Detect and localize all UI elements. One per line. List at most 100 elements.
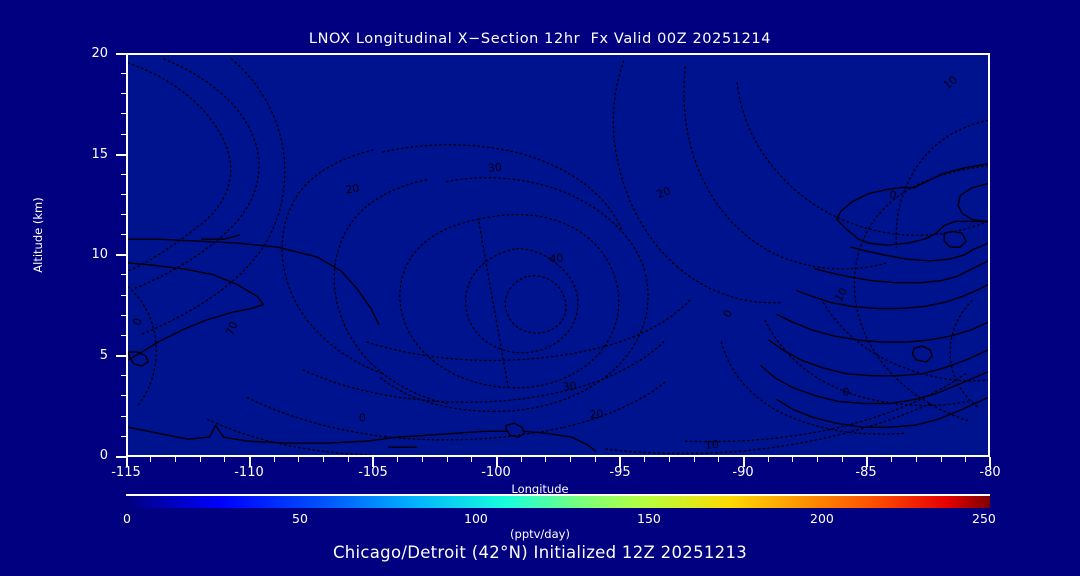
x-tick-label: -95 [609,465,631,480]
contour-plot-svg: 20 10 30 20 0 40 0 0 10 70 30 0 20 0 10 [128,58,988,455]
y-tick-major [116,355,126,357]
x-tick-minor [471,457,472,462]
y-axis-title: Altitude (km) [31,197,45,273]
y-tick-minor [121,194,126,195]
svg-text:40: 40 [549,251,564,266]
contour-level-labels: 20 10 30 20 0 40 0 0 10 70 30 0 20 0 10 [131,73,961,452]
x-axis-title: Longitude [511,482,569,496]
svg-text:10: 10 [704,438,719,452]
y-tick-minor [121,174,126,175]
plot-area: 20 10 30 20 0 40 0 0 10 70 30 0 20 0 10 [126,53,990,457]
x-tick-minor [916,457,917,462]
x-tick-label: -110 [234,465,264,480]
svg-text:20: 20 [655,184,673,201]
svg-text:20: 20 [345,182,361,197]
x-tick-minor [298,457,299,462]
x-tick-minor [941,457,942,462]
y-tick-label: 5 [99,348,108,363]
x-tick-minor [274,457,275,462]
svg-text:0: 0 [843,386,850,399]
x-tick-major [249,457,251,467]
y-tick-label: 20 [91,46,108,61]
y-tick-minor [121,134,126,135]
x-tick-minor [965,457,966,462]
colorbar-tick-label: 100 [464,511,488,526]
colorbar-tick-label: 200 [810,511,834,526]
y-tick-minor [121,395,126,396]
x-tick-minor [150,457,151,462]
y-tick-minor [121,73,126,74]
x-tick-minor [545,457,546,462]
svg-text:0: 0 [720,308,735,320]
colorbar-tick-label: 50 [292,511,308,526]
x-tick-minor [447,457,448,462]
svg-text:10: 10 [832,285,850,304]
x-tick-label: -85 [855,465,877,480]
x-tick-minor [644,457,645,462]
x-tick-minor [768,457,769,462]
x-tick-label: -115 [111,465,141,480]
x-tick-minor [422,457,423,462]
y-tick-minor [121,214,126,215]
y-tick-label: 15 [91,147,108,162]
x-tick-major [989,457,991,467]
y-tick-minor [121,375,126,376]
x-tick-minor [792,457,793,462]
y-tick-minor [121,234,126,235]
svg-text:0: 0 [131,316,146,327]
x-tick-label: -105 [358,465,388,480]
x-tick-major [372,457,374,467]
x-tick-minor [718,457,719,462]
x-tick-minor [891,457,892,462]
x-tick-minor [200,457,201,462]
x-tick-minor [842,457,843,462]
x-tick-major [496,457,498,467]
x-tick-minor [669,457,670,462]
x-tick-label: -100 [481,465,511,480]
svg-text:0: 0 [359,411,366,424]
y-tick-label: 0 [99,448,108,463]
y-tick-label: 10 [91,247,108,262]
x-tick-minor [175,457,176,462]
colorbar [126,496,990,508]
y-tick-minor [121,416,126,417]
contour-lines-solid [128,163,988,452]
y-tick-minor [121,436,126,437]
y-tick-minor [121,113,126,114]
y-tick-minor [121,295,126,296]
x-tick-minor [694,457,695,462]
colorbar-tick-label: 250 [972,511,996,526]
x-tick-major [126,457,128,467]
y-tick-major [116,456,126,458]
x-tick-minor [817,457,818,462]
page-title: LNOX Longitudinal X−Section 12hr Fx Vali… [308,31,772,47]
x-tick-label: -80 [979,465,1001,480]
colorbar-top-rule [126,494,990,496]
x-tick-label: -90 [732,465,754,480]
svg-text:0: 0 [889,189,896,202]
x-tick-minor [570,457,571,462]
svg-text:70: 70 [223,320,240,338]
svg-text:30: 30 [562,379,577,393]
y-tick-minor [121,274,126,275]
x-tick-minor [348,457,349,462]
y-tick-minor [121,335,126,336]
y-tick-major [116,254,126,256]
x-tick-major [866,457,868,467]
svg-text:10: 10 [941,73,960,92]
y-tick-major [116,154,126,156]
x-tick-minor [397,457,398,462]
y-tick-minor [121,93,126,94]
x-tick-minor [224,457,225,462]
x-tick-minor [521,457,522,462]
x-tick-minor [323,457,324,462]
svg-text:30: 30 [487,160,502,174]
svg-text:20: 20 [589,407,604,421]
colorbar-tick-label: 150 [637,511,661,526]
colorbar-tick-label: 0 [123,511,131,526]
x-tick-major [619,457,621,467]
figure-footer: Chicago/Detroit (42°N) Initialized 12Z 2… [332,543,748,562]
y-tick-major [116,53,126,55]
y-tick-minor [121,315,126,316]
